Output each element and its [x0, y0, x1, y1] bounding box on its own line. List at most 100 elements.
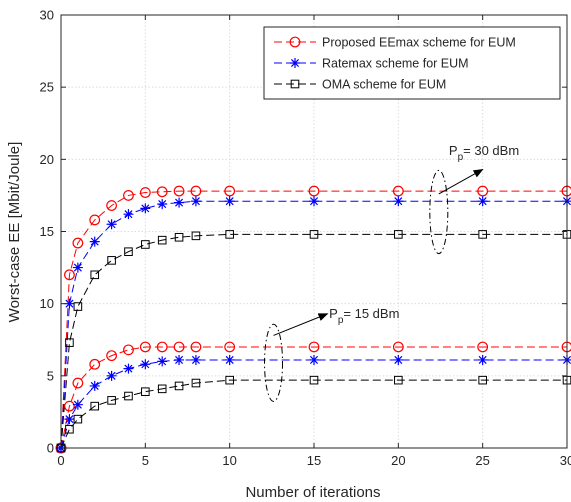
annotation-subscript: p	[338, 315, 344, 326]
y-tick-label: 0	[47, 441, 54, 456]
x-tick-label: 30	[560, 453, 571, 468]
series-line	[60, 379, 567, 449]
data-point	[64, 414, 75, 425]
data-point	[173, 341, 185, 353]
data-point	[72, 399, 83, 410]
legend-label: OMA scheme for EUM	[322, 78, 446, 92]
annotation-label: Pp= 30 dBm	[449, 143, 519, 163]
annotation-arrow	[438, 168, 484, 195]
annotation-base: P	[329, 306, 338, 321]
data-point	[107, 256, 116, 265]
legend: Proposed EEmax scheme for EUM Ratemax sch…	[263, 26, 561, 100]
data-point	[394, 230, 403, 239]
legend-label: Ratemax scheme for EUM	[322, 57, 469, 71]
data-point	[224, 341, 236, 353]
data-point	[478, 375, 487, 385]
data-point	[140, 359, 151, 370]
annotation-ellipse	[429, 169, 449, 255]
data-point	[308, 341, 320, 353]
data-point	[173, 185, 185, 197]
data-point	[477, 185, 489, 197]
data-point	[224, 185, 236, 197]
data-point	[157, 235, 167, 245]
data-point	[309, 230, 319, 239]
data-point	[190, 354, 201, 365]
data-point	[477, 196, 488, 207]
legend-label: Proposed EEmax scheme for EUM	[322, 36, 516, 50]
data-point	[107, 396, 116, 405]
annotation-ellipse	[264, 323, 284, 402]
series-0	[55, 185, 571, 454]
data-point	[73, 302, 83, 311]
legend-entry: OMA scheme for EUM	[274, 78, 446, 92]
data-point	[478, 230, 487, 239]
x-tick-label: 15	[307, 453, 321, 468]
y-axis-label: Worst-case EE [Mbit/Joule]	[6, 142, 23, 323]
data-point	[477, 341, 489, 353]
data-point	[394, 375, 403, 385]
data-point	[90, 401, 100, 411]
data-point	[72, 262, 83, 273]
data-point	[308, 185, 320, 197]
data-point	[174, 232, 184, 242]
data-point	[73, 414, 83, 424]
series-line	[60, 346, 567, 449]
data-point	[139, 341, 151, 353]
data-point	[106, 219, 117, 230]
data-point	[64, 269, 75, 281]
data-point	[225, 230, 234, 239]
x-axis-label: Number of iterations	[245, 484, 380, 501]
data-point	[174, 197, 185, 208]
data-point	[393, 196, 404, 207]
series-5	[56, 375, 571, 453]
data-point	[90, 270, 100, 280]
annotation-base: P	[449, 143, 458, 158]
data-point	[392, 185, 404, 197]
data-point	[89, 236, 100, 247]
data-point	[141, 387, 150, 397]
data-point	[65, 338, 74, 347]
data-point	[157, 356, 168, 367]
data-point	[123, 363, 134, 374]
x-tick-label: 0	[57, 453, 64, 468]
y-tick-label: 10	[40, 296, 54, 311]
data-point	[72, 237, 84, 249]
data-point	[123, 344, 134, 356]
tick-labels: 0 5 10 15 20 25 30 0 5 10 15 20 25 30	[40, 8, 571, 469]
data-point	[124, 247, 133, 257]
data-point	[156, 186, 168, 198]
series-group	[55, 185, 571, 454]
data-point	[72, 377, 84, 389]
data-point	[89, 380, 100, 391]
x-tick-label: 20	[391, 453, 405, 468]
y-tick-label: 25	[40, 80, 54, 95]
data-point	[309, 375, 319, 385]
data-point	[89, 214, 101, 226]
x-tick-label: 5	[142, 453, 149, 468]
data-point	[139, 187, 151, 198]
data-point	[174, 354, 185, 365]
data-point	[309, 196, 319, 207]
data-point	[123, 209, 134, 220]
data-point	[190, 185, 202, 197]
data-point	[477, 354, 488, 365]
data-point	[140, 203, 151, 214]
legend-marker	[289, 36, 301, 48]
legend-entry: Proposed EEmax scheme for EUM	[274, 36, 516, 50]
legend-box	[263, 26, 561, 100]
data-point	[64, 298, 75, 309]
data-point	[191, 378, 201, 388]
x-tick-label: 25	[475, 453, 489, 468]
data-point	[64, 400, 75, 412]
data-point	[89, 358, 101, 370]
annotation-text: = 15 dBm	[343, 306, 399, 321]
data-point	[156, 341, 168, 353]
y-tick-label: 15	[40, 224, 54, 239]
data-point	[174, 381, 184, 391]
y-tick-label: 20	[40, 152, 54, 167]
series-line	[60, 190, 567, 449]
y-tick-label: 30	[40, 8, 54, 23]
series-line	[60, 233, 567, 449]
